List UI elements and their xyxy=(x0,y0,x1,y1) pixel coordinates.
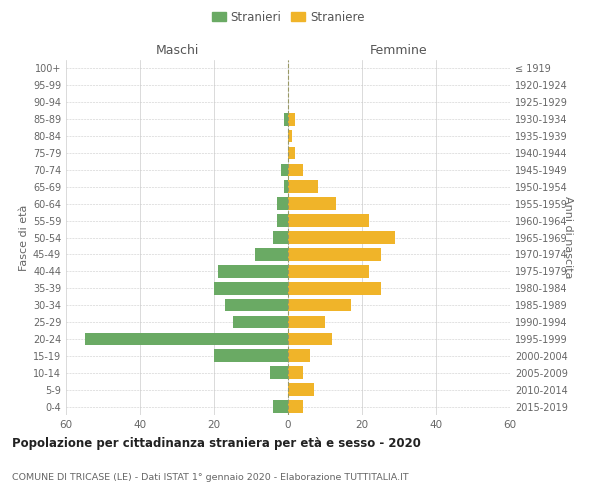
Bar xyxy=(214,350,288,362)
Text: Maschi: Maschi xyxy=(155,44,199,57)
Bar xyxy=(233,316,288,328)
Y-axis label: Fasce di età: Fasce di età xyxy=(19,204,29,270)
Text: COMUNE DI TRICASE (LE) - Dati ISTAT 1° gennaio 2020 - Elaborazione TUTTITALIA.IT: COMUNE DI TRICASE (LE) - Dati ISTAT 1° g… xyxy=(12,472,409,482)
Bar xyxy=(288,332,332,345)
Bar xyxy=(288,180,317,193)
Bar xyxy=(277,214,288,227)
Bar xyxy=(284,180,288,193)
Bar xyxy=(288,146,295,160)
Text: Popolazione per cittadinanza straniera per età e sesso - 2020: Popolazione per cittadinanza straniera p… xyxy=(12,438,421,450)
Bar xyxy=(288,164,303,176)
Bar xyxy=(288,316,325,328)
Bar xyxy=(284,113,288,126)
Bar xyxy=(214,282,288,294)
Bar xyxy=(277,198,288,210)
Bar xyxy=(269,366,288,379)
Bar xyxy=(288,231,395,244)
Bar xyxy=(273,400,288,413)
Bar xyxy=(288,350,310,362)
Bar xyxy=(288,384,314,396)
Bar xyxy=(281,164,288,176)
Bar xyxy=(288,198,336,210)
Bar xyxy=(288,400,303,413)
Bar xyxy=(288,366,303,379)
Bar xyxy=(288,282,380,294)
Bar xyxy=(85,332,288,345)
Bar xyxy=(273,231,288,244)
Bar xyxy=(288,265,370,278)
Bar xyxy=(225,299,288,312)
Bar xyxy=(288,214,370,227)
Bar xyxy=(288,130,292,142)
Text: Femmine: Femmine xyxy=(370,44,428,57)
Bar xyxy=(288,299,351,312)
Y-axis label: Anni di nascita: Anni di nascita xyxy=(563,196,573,279)
Legend: Stranieri, Straniere: Stranieri, Straniere xyxy=(209,8,367,26)
Bar xyxy=(254,248,288,260)
Bar xyxy=(288,113,295,126)
Bar xyxy=(288,248,380,260)
Bar xyxy=(218,265,288,278)
